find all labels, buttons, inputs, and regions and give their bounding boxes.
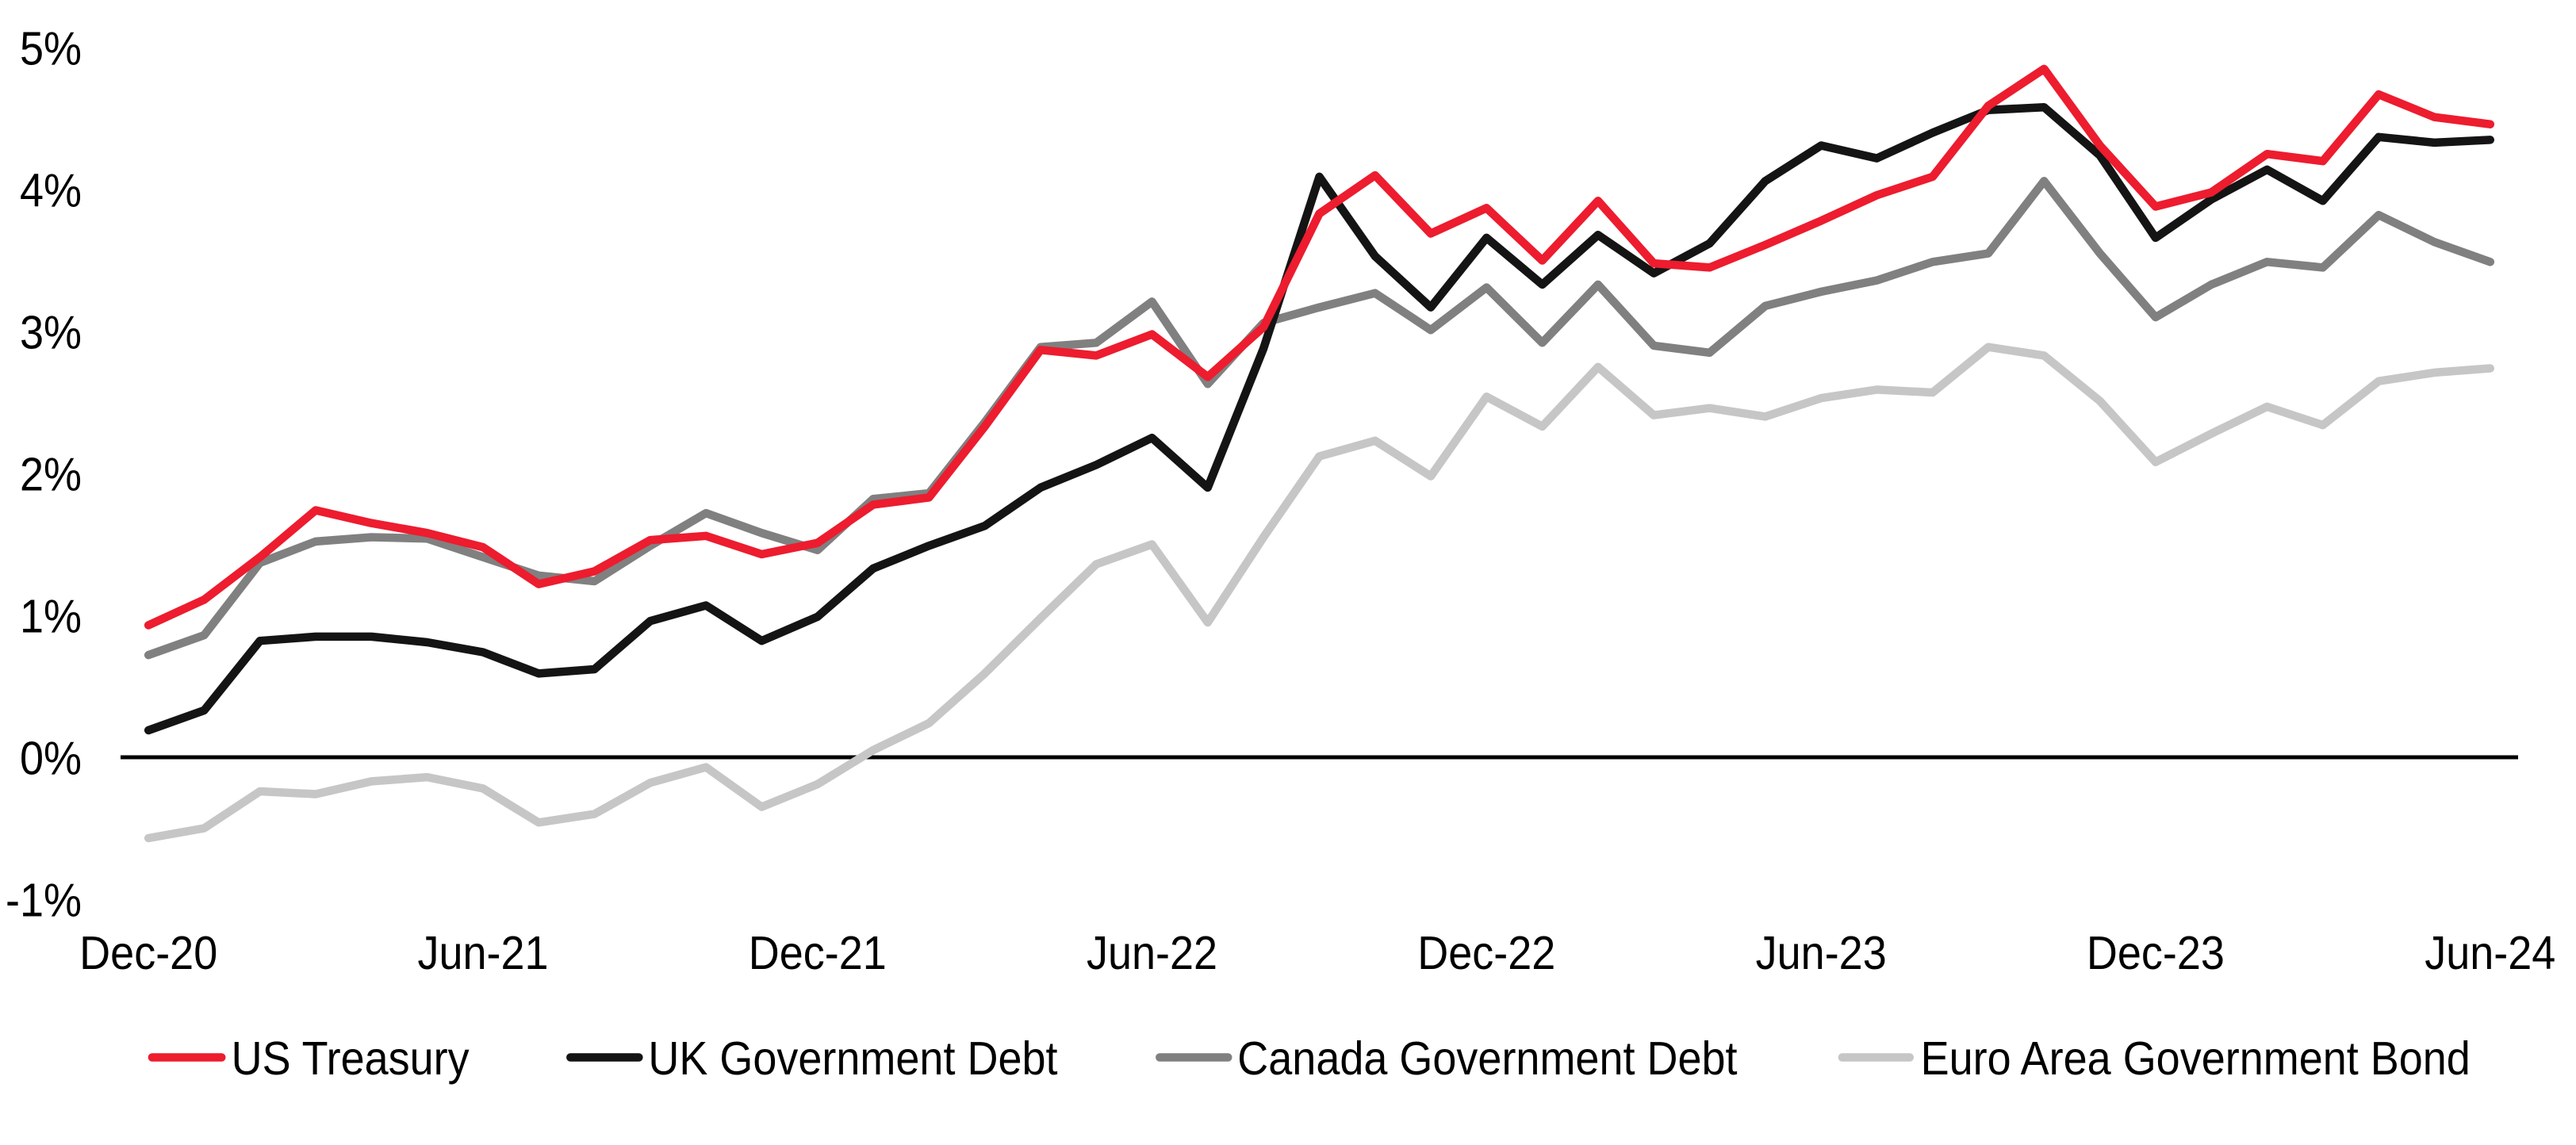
svg-text:Canada Government Debt: Canada Government Debt: [1237, 1033, 1737, 1086]
svg-text:UK Government Debt: UK Government Debt: [648, 1033, 1057, 1086]
svg-text:0%: 0%: [20, 733, 82, 785]
svg-text:5%: 5%: [20, 23, 82, 75]
svg-text:-1%: -1%: [6, 875, 82, 927]
svg-text:Jun-21: Jun-21: [417, 928, 548, 980]
svg-text:4%: 4%: [20, 165, 82, 217]
svg-text:Jun-23: Jun-23: [1756, 928, 1887, 980]
svg-text:1%: 1%: [20, 591, 82, 643]
svg-text:2%: 2%: [20, 449, 82, 501]
svg-text:Dec-21: Dec-21: [749, 928, 887, 980]
svg-text:Dec-22: Dec-22: [1417, 928, 1555, 980]
svg-text:Dec-20: Dec-20: [79, 928, 217, 980]
svg-text:US Treasury: US Treasury: [232, 1033, 470, 1086]
svg-text:Dec-23: Dec-23: [2087, 928, 2225, 980]
svg-text:Jun-22: Jun-22: [1087, 928, 1217, 980]
svg-text:Jun-24: Jun-24: [2425, 928, 2555, 980]
svg-text:Euro Area Government Bond: Euro Area Government Bond: [1921, 1033, 2471, 1086]
svg-text:3%: 3%: [20, 307, 82, 359]
